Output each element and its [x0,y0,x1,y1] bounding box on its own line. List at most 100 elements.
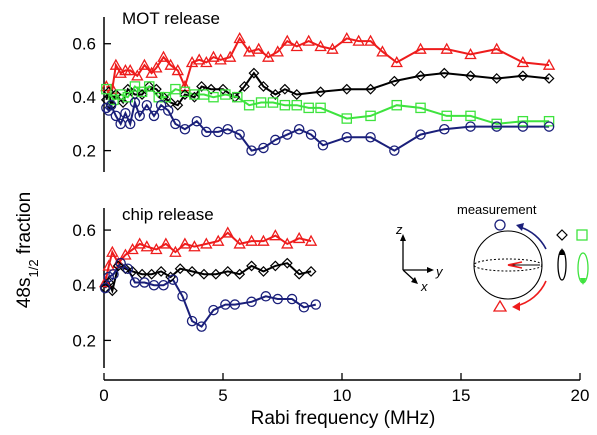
data-point-circle [246,145,257,156]
data-point-triangle [159,237,173,249]
data-point-diamond [217,83,229,95]
data-point-circle [229,299,241,310]
measurement-label: measurement [457,202,537,217]
data-point-triangle [150,242,163,255]
data-point-square [160,91,172,103]
data-point-diamond [210,268,222,280]
data-point-triangle [106,245,119,257]
y-arrowhead-icon [427,267,434,273]
data-point-diamond [174,263,186,275]
data-point-triangle [302,34,315,46]
data-point-square [208,91,219,103]
data-point-square [391,99,402,111]
data-point-triangle [376,45,389,57]
data-point-square [122,91,134,103]
data-point-triangle [164,58,177,70]
inset-z-label: z [395,222,403,237]
data-point-square [108,94,119,106]
data-point-triangle [242,45,256,57]
data-point-circle [124,118,136,130]
data-point-square [291,99,303,111]
data-point-circle [260,291,272,302]
data-point-triangle [233,31,246,44]
data-point-diamond [341,83,353,95]
y-tick-label: 0.2 [72,331,96,350]
data-point-triangle [262,50,275,62]
data-point-triangle [490,42,503,54]
data-point-triangle [271,45,284,57]
data-point-triangle [233,237,246,249]
data-point-triangle [257,234,270,246]
data-point-diamond [258,81,269,92]
data-point-circle [310,299,322,310]
black-loop-arrowhead-icon [559,248,565,255]
data-point-circle [120,107,131,119]
data-point-square [255,97,267,108]
red-arrowhead-icon [512,302,520,311]
data-point-circle [155,99,167,111]
x-tick-label: 5 [218,386,227,405]
data-point-triangle [131,69,144,81]
data-point-diamond [234,268,246,280]
data-point-diamond [293,268,305,280]
data-point-triangle [212,234,225,246]
data-point-circle [222,123,234,135]
data-point-square [441,110,452,122]
data-point-triangle [390,55,403,68]
data-point-square [143,81,155,92]
data-point-diamond [248,67,260,79]
data-point-diamond [246,260,258,272]
data-point-triangle [214,53,227,65]
data-point-circle [298,302,310,313]
data-point-triangle [150,61,163,73]
data-point-circle [167,274,179,285]
x-tick-label: 10 [333,386,352,405]
data-point-triangle [126,242,139,255]
diamond-marker-legend [556,229,568,241]
data-point-diamond [388,75,400,87]
data-point-square [115,89,126,100]
data-point-triangle [352,34,365,46]
data-point-diamond [127,265,139,277]
data-point-triangle [326,42,339,54]
data-point-circle [282,129,293,140]
data-point-circle [439,123,450,135]
data-point-diamond [155,265,167,277]
data-point-diamond [415,70,426,82]
panel-chip-release: chip release 0.2 0.4 0.6 [72,205,322,368]
data-point-diamond [543,73,555,84]
blue-arrowhead-icon [516,223,524,231]
data-point-square [415,102,426,114]
data-point-triangle [252,42,265,54]
data-point-diamond [281,257,293,269]
data-point-circle [270,134,281,146]
data-point-triangle [304,234,318,246]
data-point-circle [122,263,134,274]
data-point-triangle [464,47,477,60]
data-point-square [491,118,502,130]
data-point-circle [208,304,219,316]
data-point-diamond [438,67,450,79]
data-point-circle [293,123,305,135]
data-point-circle [103,105,115,116]
data-point-circle [129,97,141,108]
data-point-square [136,86,148,98]
data-point-triangle [145,66,158,78]
data-point-triangle [290,39,303,52]
panel-title-mot-release: MOT release [122,9,220,28]
data-point-circle [465,121,476,132]
data-point-triangle [100,80,113,92]
data-point-circle [491,121,502,132]
y-tick-label: 0.4 [72,276,96,295]
data-point-triangle [314,39,327,52]
y-axis-title: 48s1/2 fraction [14,192,41,308]
data-point-circle [177,291,188,302]
blue-rotation-arc [519,226,547,250]
series-line-triangle [104,231,312,283]
data-point-triangle [138,58,151,70]
triangle-marker-legend [492,299,508,312]
data-point-circle [163,105,174,116]
data-point-circle [272,293,283,305]
data-point-triangle [269,229,282,241]
